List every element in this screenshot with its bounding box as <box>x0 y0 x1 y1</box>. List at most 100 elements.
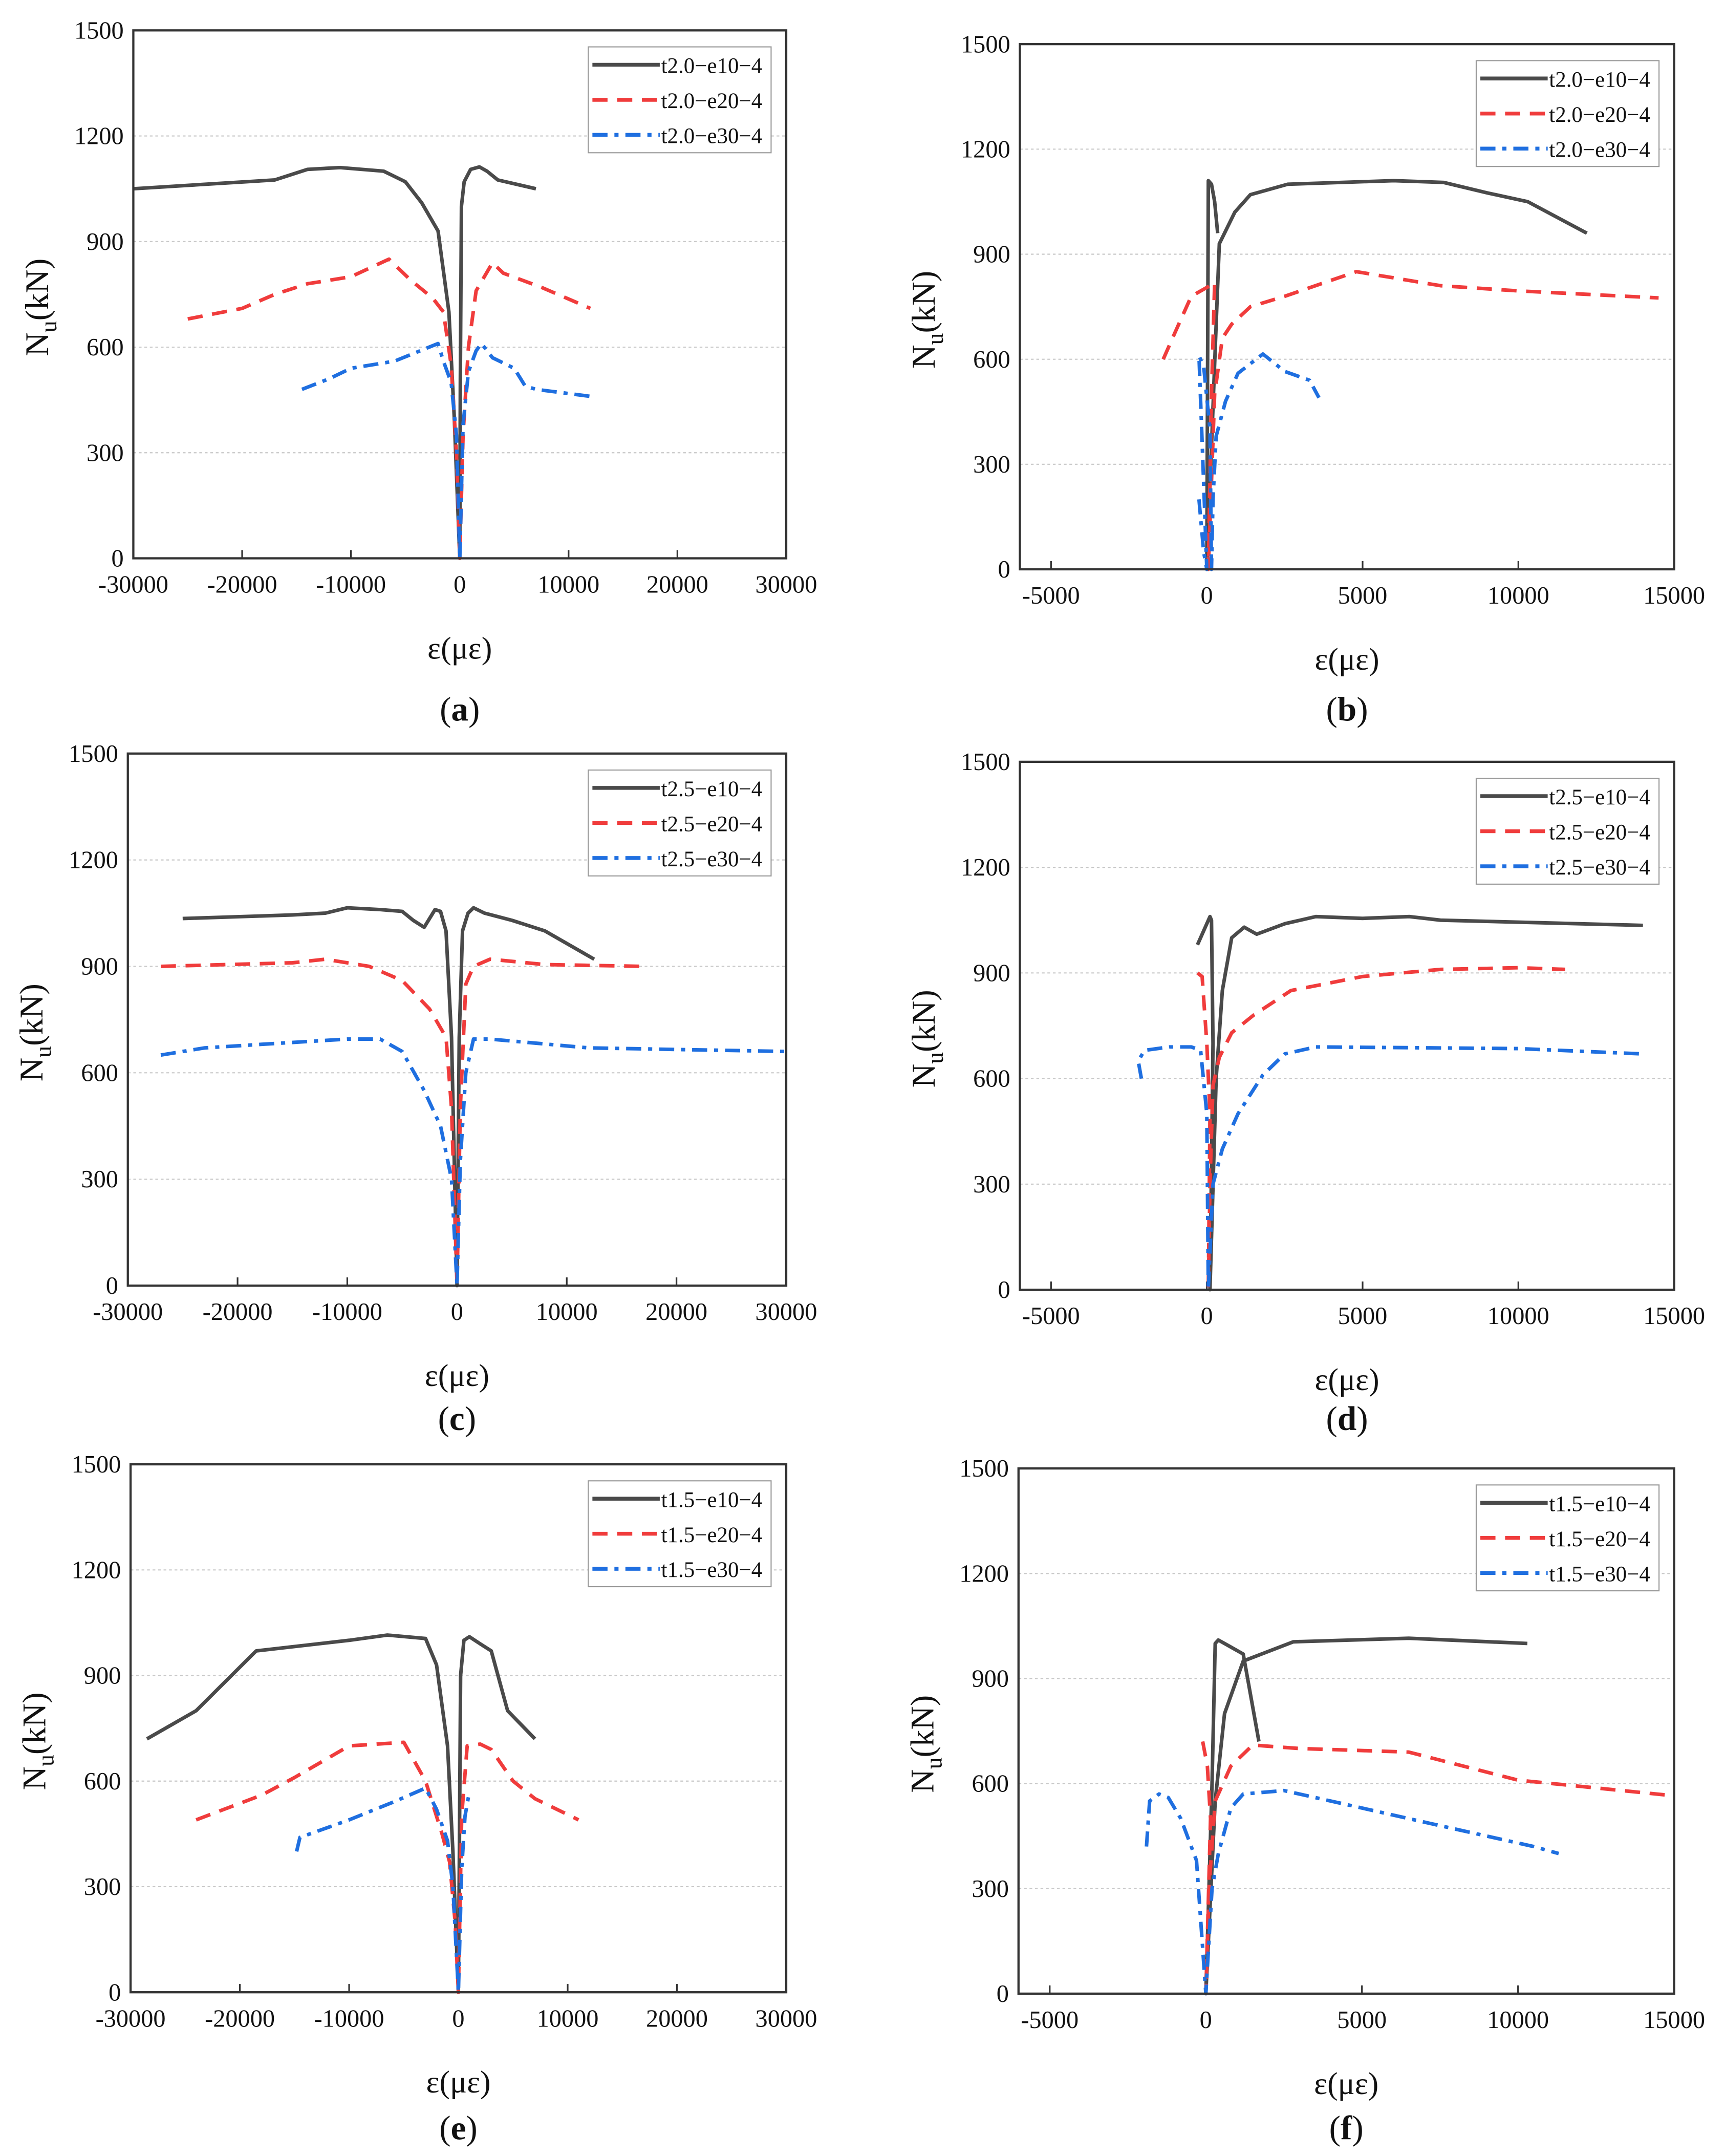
panel-label-letter: d <box>1338 1399 1356 1438</box>
y-axis-label-base: N <box>905 345 942 369</box>
x-tick-label: -10000 <box>314 2005 384 2032</box>
x-tick-label: 10000 <box>1487 1303 1549 1330</box>
series-line-2 <box>161 957 644 1288</box>
y-tick-label: 300 <box>973 451 1010 478</box>
x-tick-label: 20000 <box>646 571 708 599</box>
series-line-1 <box>1196 914 1643 1292</box>
series-line-2 <box>1196 966 1565 1292</box>
plot-frame <box>1017 1467 1675 1995</box>
y-axis-label-base: N <box>16 1766 53 1790</box>
y-axis-label-base: N <box>904 1769 940 1793</box>
chart-panel-b: 0 300 600 900 1200 1500 -5000 0 5000 10000 15000 t2… <box>905 31 1705 728</box>
y-tick-label: 0 <box>109 1979 121 2006</box>
legend: t1.5−e10−4 t1.5−e20−4 t1.5−e30−4 <box>1475 1484 1660 1592</box>
x-tick-label: 15000 <box>1643 1303 1705 1330</box>
y-tick-label: 1500 <box>961 749 1010 776</box>
y-tick-label: 1200 <box>961 854 1010 881</box>
x-tick-label: 10000 <box>1487 2006 1549 2034</box>
x-tick-label: 0 <box>1201 1303 1213 1330</box>
x-tick-label: 0 <box>454 571 466 599</box>
legend-label: t1.5−e30−4 <box>1549 1562 1650 1586</box>
chart-panel-c: 0 300 600 900 1200 1500 -30000 -20000 -10000 0 100… <box>13 740 817 1438</box>
x-tick-label: 0 <box>451 1298 463 1326</box>
panel-label-paren: ) <box>1352 2109 1363 2147</box>
y-tick-label: 0 <box>998 1276 1010 1304</box>
x-tick-label: -10000 <box>316 571 386 599</box>
x-tick-label: -10000 <box>312 1298 382 1326</box>
legend-label: t2.5−e10−4 <box>661 777 763 801</box>
y-tick-label: 1500 <box>959 1455 1009 1482</box>
x-tick-label: 5000 <box>1337 2006 1387 2034</box>
y-tick-label: 900 <box>87 228 124 255</box>
y-tick-label: 1500 <box>69 740 118 767</box>
y-tick-label: 900 <box>973 241 1010 268</box>
legend-label: t2.5−e20−4 <box>1549 821 1650 845</box>
y-axis-label-unit: (kN) <box>16 1692 53 1755</box>
legend-label: t2.0−e20−4 <box>661 89 763 113</box>
x-tick-label: 10000 <box>536 1298 598 1326</box>
y-tick-label: 600 <box>973 1065 1010 1093</box>
y-tick-label: 300 <box>87 439 124 466</box>
legend: t2.0−e10−4 t2.0−e20−4 t2.0−e30−4 <box>1475 60 1660 167</box>
y-axis-label-unit: (kN) <box>905 990 942 1052</box>
series-line-3 <box>1136 1045 1643 1292</box>
x-tick-label: -5000 <box>1021 2006 1079 2034</box>
y-axis-label-subscript: u <box>920 1757 946 1769</box>
y-tick-label: 600 <box>81 1059 118 1086</box>
y-axis-label-base: N <box>905 1064 942 1088</box>
y-axis-label-subscript: u <box>35 321 61 332</box>
x-axis-label: ε(με) <box>1315 1362 1379 1397</box>
series-line-2 <box>195 1740 579 1994</box>
y-tick-label: 300 <box>973 1171 1010 1198</box>
y-tick-label: 600 <box>87 334 124 361</box>
x-tick-label: 10000 <box>537 571 599 599</box>
legend-label: t2.0−e30−4 <box>1549 138 1650 162</box>
x-tick-label: -30000 <box>96 2005 166 2032</box>
x-tick-label: -20000 <box>203 1298 273 1326</box>
legend-label: t1.5−e30−4 <box>661 1558 763 1582</box>
legend: t2.5−e10−4 t2.5−e20−4 t2.5−e30−4 <box>1475 778 1660 885</box>
y-tick-label: 0 <box>106 1272 118 1299</box>
panel-label-letter: c <box>449 1399 465 1438</box>
panel-label-letter: a <box>451 690 468 728</box>
y-tick-label: 600 <box>84 1768 121 1795</box>
y-tick-label: 900 <box>973 959 1010 987</box>
chart-panel-d: 0 300 600 900 1200 1500 -5000 0 5000 10000 15000 t2… <box>905 749 1705 1438</box>
legend-label: t2.5−e30−4 <box>661 847 763 871</box>
panel-label: (d) <box>1326 1399 1368 1438</box>
x-tick-label: 30000 <box>756 571 817 599</box>
x-tick-label: 15000 <box>1643 582 1705 609</box>
y-tick-label: 0 <box>998 556 1010 583</box>
panel-label-paren: ( <box>1326 690 1338 728</box>
legend-label: t2.0−e10−4 <box>1549 68 1650 92</box>
panel-label-paren: ) <box>465 1399 476 1438</box>
y-axis-label-subscript: u <box>30 1046 56 1058</box>
series-line-3 <box>1145 1788 1560 1996</box>
y-tick-label: 1200 <box>961 136 1010 163</box>
x-tick-label: -30000 <box>93 1298 163 1326</box>
panel-label-paren: ( <box>439 2109 450 2147</box>
plot-frame <box>1019 760 1675 1291</box>
x-axis-label: ε(με) <box>426 2065 490 2100</box>
panel-label-letter: f <box>1341 2109 1353 2147</box>
panel-label: (b) <box>1326 690 1368 728</box>
y-axis-label: Nu(kN) <box>13 984 56 1081</box>
series-line-1 <box>182 906 595 1288</box>
x-tick-label: 5000 <box>1338 582 1388 609</box>
panel-label: (f) <box>1329 2109 1364 2147</box>
x-tick-label: -20000 <box>205 2005 275 2032</box>
panel-label: (e) <box>439 2109 478 2147</box>
legend-label: t2.5−e30−4 <box>1549 856 1650 880</box>
series-line-3 <box>1197 352 1321 571</box>
y-tick-label: 1200 <box>69 847 118 874</box>
x-axis-label: ε(με) <box>427 631 492 666</box>
y-tick-label: 300 <box>81 1166 118 1193</box>
legend: t2.5−e10−4 t2.5−e20−4 t2.5−e30−4 <box>588 769 772 877</box>
series-line-3 <box>295 1786 471 1994</box>
legend-label: t1.5−e10−4 <box>661 1488 763 1512</box>
y-tick-label: 1200 <box>72 1556 121 1584</box>
legend: t2.0−e10−4 t2.0−e20−4 t2.0−e30−4 <box>588 46 772 154</box>
x-tick-label: 20000 <box>646 2005 708 2032</box>
y-tick-label: 900 <box>81 953 118 980</box>
